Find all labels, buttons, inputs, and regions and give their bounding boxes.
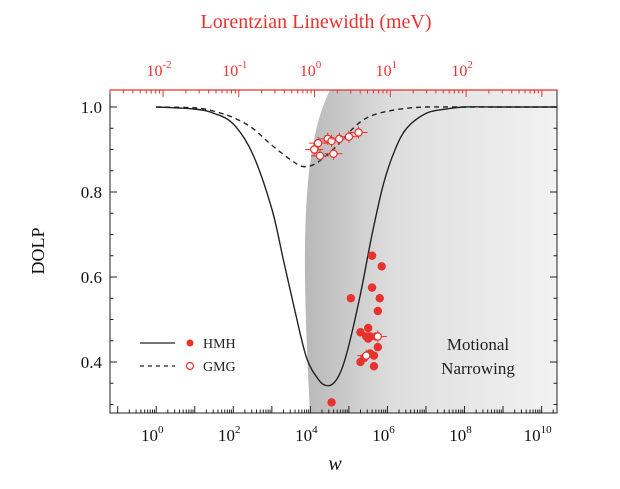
axis-ticks [109,90,557,413]
hmh-data-point [363,323,373,333]
region-label-line2: Narrowing [441,359,515,378]
data-points [305,126,387,407]
gmg-data-point [313,138,323,148]
region-label-line1: Motional [447,335,510,354]
x-tick-label: 106 [372,424,395,445]
top-tick-label: 10-2 [146,59,171,80]
gmg-data-point [315,151,325,161]
hmh-data-point [369,362,379,371]
axis-labels: 100 102 104 106 108 1010 10-2 10-1 100 101 102 0.4 0… [81,59,552,445]
top-axis-title: Lorentzian Linewidth (meV) [200,11,431,33]
top-tick-label: 10-1 [222,59,247,80]
top-tick-label: 101 [376,59,398,80]
gmg-data-point [362,351,371,360]
hmh-data-point [375,294,384,303]
x-tick-label: 104 [295,424,318,445]
top-tick-label: 102 [451,59,473,80]
gmg-data-point [344,132,354,141]
gmg-data-point [373,332,383,341]
x-tick-label: 108 [449,424,472,445]
hmh-curve [156,106,557,387]
hmh-data-point [373,306,383,316]
hmh-data-point [373,342,383,352]
gmg-data-point [329,149,338,158]
gmg-data-point [354,128,363,137]
y-tick-label: 0.4 [81,353,103,372]
legend-hmh-marker [186,339,194,347]
y-tick-label: 0.8 [81,183,102,202]
hmh-data-point [377,262,386,271]
hmh-data-point [346,294,356,303]
legend: HMH GMG [140,337,236,375]
hmh-data-point [327,398,336,407]
hmh-data-point [367,251,377,260]
motional-narrowing-region [304,90,557,413]
legend-gmg-label: GMG [203,360,236,375]
hmh-data-point [356,328,365,337]
y-axis-title: DOLP [28,227,48,274]
legend-hmh-label: HMH [203,337,236,352]
top-tick-label: 100 [300,59,322,80]
hmh-data-point [367,283,377,292]
y-tick-label: 1.0 [81,98,102,117]
x-tick-label: 100 [141,424,164,445]
legend-gmg-marker [185,361,195,371]
gmg-data-point [310,145,319,154]
x-axis-title: w [328,453,342,475]
x-tick-label: 1010 [524,424,553,445]
y-tick-label: 0.6 [81,268,102,287]
x-tick-label: 102 [218,424,241,445]
